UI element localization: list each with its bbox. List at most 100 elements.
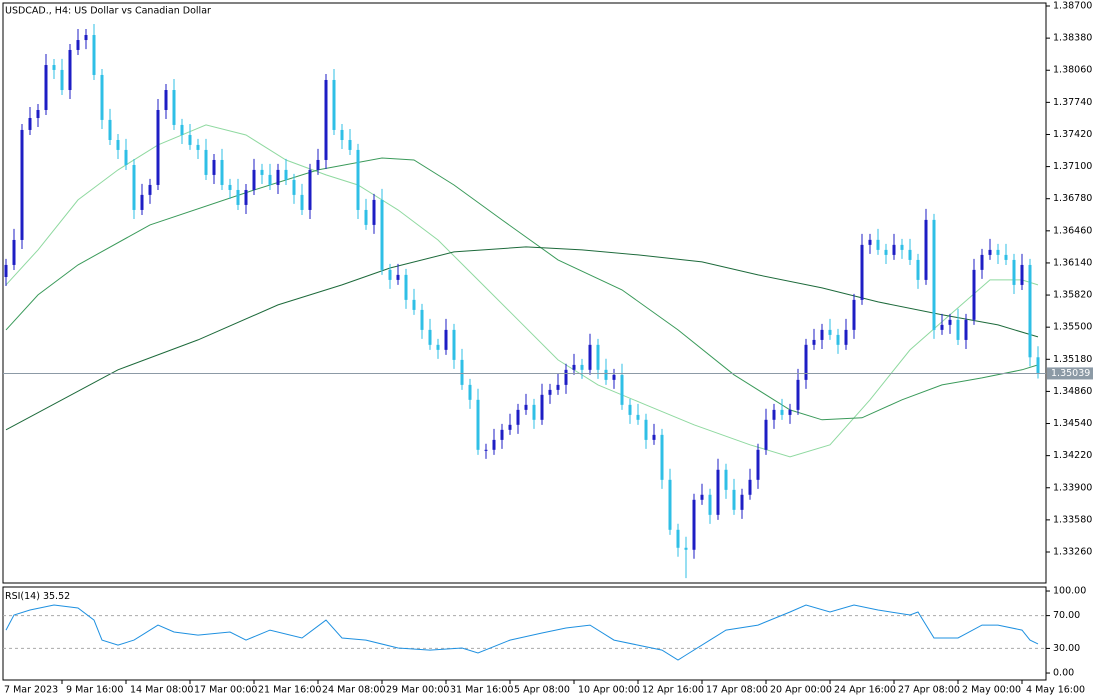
- candle-body: [60, 69, 64, 91]
- price-label-box: [1047, 367, 1093, 380]
- candle-body: [460, 359, 464, 385]
- candle-body: [364, 209, 368, 225]
- y-tick-label: 1.37100: [1053, 161, 1092, 172]
- moving-average: [5, 157, 1039, 421]
- candle-body: [36, 109, 40, 119]
- candle-body: [836, 334, 840, 345]
- rsi-last-value: 35.52: [43, 591, 70, 602]
- x-tick-label: 21 Mar 16:00: [258, 685, 321, 696]
- candle-body: [284, 169, 288, 180]
- y-tick-label: 30.00: [1053, 643, 1080, 654]
- candle-body: [276, 169, 280, 185]
- candle-body: [788, 409, 792, 415]
- candle-body: [220, 159, 224, 185]
- x-tick-label: 24 Apr 16:00: [834, 685, 896, 696]
- candle-body: [644, 419, 648, 440]
- candle-body: [476, 399, 480, 450]
- candle-body: [308, 169, 312, 210]
- main-panel-frame: [2, 2, 1047, 584]
- candle-body: [52, 65, 56, 70]
- candle-body: [956, 319, 960, 340]
- candle-body: [124, 149, 128, 165]
- candle-body: [948, 319, 952, 325]
- candle-body: [332, 79, 336, 130]
- y-tick-label: 1.36780: [1053, 193, 1092, 204]
- candle-body: [412, 299, 416, 310]
- candle-body: [68, 49, 72, 91]
- candle-body: [84, 35, 88, 41]
- candle-body: [732, 489, 736, 510]
- candle-body: [996, 249, 1000, 255]
- candle-body: [668, 479, 672, 530]
- x-tick-label: 29 Mar 00:00: [386, 685, 449, 696]
- candle-body: [988, 249, 992, 255]
- candle-body: [812, 339, 816, 345]
- x-tick-label: 7 Mar 2023: [4, 685, 58, 696]
- candle-body: [436, 344, 440, 350]
- candle-body: [1036, 357, 1040, 374]
- y-tick-label: 1.33580: [1053, 514, 1092, 525]
- candle-body: [188, 134, 192, 145]
- y-tick-label: 1.33900: [1053, 482, 1092, 493]
- candle-body: [940, 324, 944, 330]
- candle-body: [772, 409, 776, 420]
- candle-body: [44, 65, 48, 110]
- candle-body: [356, 149, 360, 210]
- y-tick-label: 1.37420: [1053, 129, 1092, 140]
- y-tick-label: 1.38700: [1053, 1, 1092, 12]
- x-tick-label: 24 Mar 08:00: [322, 685, 385, 696]
- candle-body: [196, 144, 200, 150]
- candle-body: [164, 90, 168, 110]
- candle-body: [924, 219, 928, 280]
- candle-body: [852, 299, 856, 330]
- x-tick-label: 5 Apr 08:00: [514, 685, 570, 696]
- candle-body: [388, 269, 392, 280]
- candle-body: [340, 129, 344, 140]
- candle-body: [12, 239, 16, 265]
- y-tick-label: 1.38060: [1053, 65, 1092, 76]
- candle-body: [380, 199, 384, 270]
- x-tick-label: 10 Apr 00:00: [578, 685, 640, 696]
- candle-body: [172, 90, 176, 125]
- candle-body: [212, 159, 216, 175]
- candle-body: [260, 169, 264, 175]
- candle-body: [4, 264, 8, 277]
- candle-body: [532, 404, 536, 420]
- candle-body: [804, 344, 808, 380]
- candle-body: [620, 374, 624, 405]
- candle-body: [428, 329, 432, 345]
- candle-body: [740, 494, 744, 510]
- candle-body: [724, 469, 728, 490]
- candle-body: [716, 469, 720, 515]
- candle-body: [76, 40, 80, 50]
- candle-body: [444, 329, 448, 350]
- x-tick-label: 14 Mar 08:00: [130, 685, 193, 696]
- candle-body: [556, 384, 560, 390]
- candle-body: [228, 184, 232, 190]
- x-tick-label: 31 Mar 16:00: [450, 685, 513, 696]
- candle-body: [660, 434, 664, 480]
- rsi-panel-frame: [2, 586, 1047, 681]
- candle-body: [596, 344, 600, 370]
- candle-body: [972, 269, 976, 320]
- y-tick-label: 0.00: [1053, 668, 1074, 679]
- candle-body: [316, 159, 320, 170]
- y-tick-label: 1.35500: [1053, 322, 1092, 333]
- candle-body: [204, 149, 208, 175]
- candle-body: [844, 329, 848, 345]
- candle-body: [236, 189, 240, 205]
- candle-body: [764, 419, 768, 450]
- y-tick-label: 100.00: [1053, 586, 1086, 597]
- candle-body: [780, 409, 784, 415]
- candle-body: [692, 499, 696, 550]
- candle-body: [828, 329, 832, 335]
- x-tick-label: 20 Apr 00:00: [770, 685, 832, 696]
- candle-body: [508, 424, 512, 430]
- candle-body: [108, 119, 112, 140]
- y-tick-label: 1.38380: [1053, 33, 1092, 44]
- candle-body: [396, 274, 400, 280]
- candle-body: [700, 494, 704, 500]
- candle-body: [548, 389, 552, 395]
- moving-average: [5, 124, 1039, 458]
